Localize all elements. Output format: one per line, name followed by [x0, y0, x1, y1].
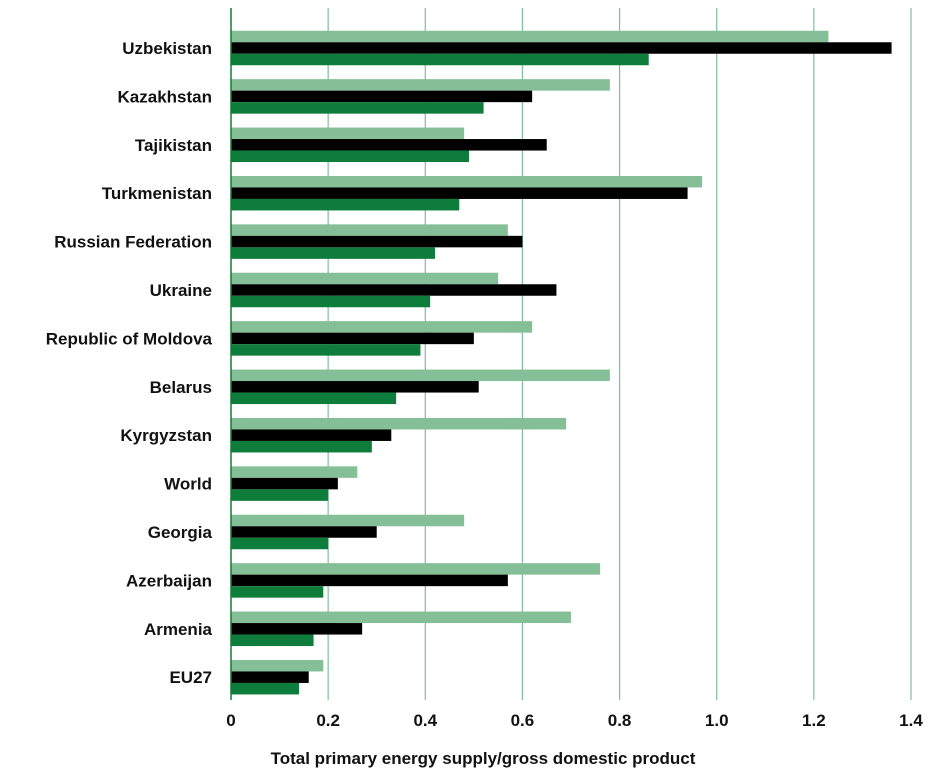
category-label: Kazakhstan [118, 87, 212, 106]
bar [231, 429, 392, 441]
bar [231, 671, 309, 683]
bar [231, 369, 610, 382]
bar [231, 272, 499, 285]
x-tick-label: 0.6 [511, 711, 535, 730]
x-axis-title: Total primary energy supply/gross domest… [271, 749, 696, 768]
category-label: Turkmenistan [102, 184, 212, 203]
bar [231, 53, 649, 66]
x-tick-label: 0 [226, 711, 235, 730]
bar [231, 489, 329, 501]
bar [231, 284, 557, 296]
category-label: Georgia [148, 523, 213, 542]
x-tick-label: 1.0 [705, 711, 729, 730]
x-tick-label: 0.8 [608, 711, 632, 730]
bar [231, 417, 567, 430]
bar [231, 42, 892, 54]
bar [231, 574, 508, 587]
category-label: Russian Federation [54, 233, 212, 252]
bar [231, 537, 329, 550]
grid-lines [327, 8, 912, 700]
category-label: Armenia [144, 620, 213, 639]
bar [231, 30, 829, 43]
bar [231, 127, 465, 140]
x-tick-label: 1.4 [899, 711, 923, 730]
bar [231, 235, 523, 248]
bar [231, 563, 601, 575]
bar [231, 392, 397, 405]
bar [231, 623, 363, 635]
bar [231, 332, 474, 345]
bar [231, 659, 324, 672]
bar [231, 187, 688, 199]
bar [231, 175, 703, 188]
bar [231, 102, 484, 114]
category-label: Kyrgyzstan [120, 426, 212, 445]
bar [231, 198, 460, 211]
category-label: EU27 [169, 668, 212, 687]
category-label: World [164, 475, 212, 494]
x-tick-labels: 0 0.2 0.4 0.6 0.8 1.0 1.2 1.4 [226, 711, 923, 730]
category-label: Azerbaijan [126, 571, 212, 590]
bar [231, 466, 358, 478]
bar [231, 247, 435, 259]
category-label: Belarus [150, 378, 212, 397]
bar [231, 440, 372, 453]
bar [231, 224, 508, 236]
bar [231, 139, 547, 151]
bar [231, 514, 465, 527]
bar [231, 150, 469, 163]
x-tick-label: 0.2 [316, 711, 340, 730]
bar [231, 90, 533, 103]
bars [231, 30, 892, 695]
category-label: Ukraine [150, 281, 212, 300]
bar [231, 634, 314, 647]
bar [231, 611, 571, 624]
category-label: Tajikistan [135, 136, 212, 155]
bar [231, 321, 533, 333]
bar [231, 477, 338, 490]
x-tick-label: 1.2 [802, 711, 826, 730]
bar [231, 526, 377, 538]
category-labels: Uzbekistan Kazakhstan Tajikistan Turkmenist… [46, 39, 213, 687]
x-tick-label: 0.4 [413, 711, 437, 730]
bar [231, 586, 324, 598]
bar [231, 79, 610, 91]
category-label: Republic of Moldova [46, 329, 213, 348]
bar [231, 381, 479, 393]
category-label: Uzbekistan [122, 39, 212, 58]
bar [231, 344, 421, 356]
bar [231, 295, 431, 308]
bar [231, 682, 299, 695]
